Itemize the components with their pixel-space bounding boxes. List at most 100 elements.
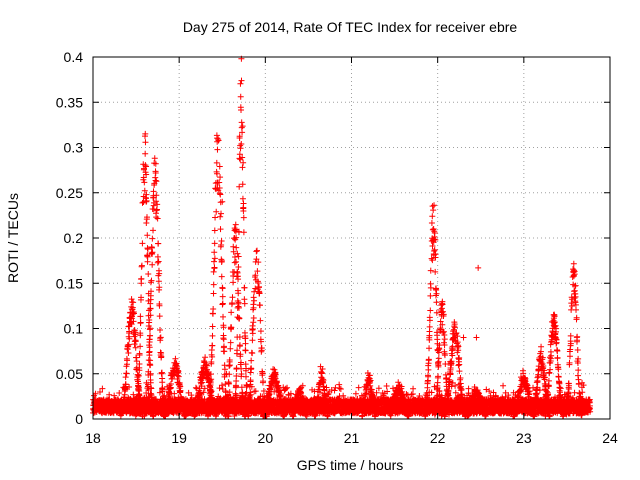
data-point (139, 240, 146, 247)
data-point (235, 290, 242, 297)
data-point (145, 270, 152, 277)
data-point (155, 278, 162, 285)
data-point (352, 390, 359, 397)
data-point (216, 163, 223, 170)
data-point (427, 267, 434, 274)
data-point (248, 365, 255, 372)
data-point (240, 214, 247, 221)
data-point (235, 263, 242, 270)
data-point (219, 285, 226, 292)
data-point (217, 199, 224, 206)
data-point (239, 195, 246, 202)
data-point (218, 257, 225, 264)
data-point (240, 200, 247, 207)
chart-title: Day 275 of 2014, Rate Of TEC Index for r… (183, 19, 518, 35)
data-points (90, 55, 594, 420)
data-point (154, 201, 161, 208)
data-point (237, 145, 244, 152)
data-point (154, 259, 161, 266)
data-point (252, 388, 259, 395)
data-point (238, 141, 245, 148)
data-point (151, 155, 158, 162)
data-point (130, 310, 137, 317)
data-point (123, 370, 130, 377)
data-point (219, 300, 226, 307)
data-point (227, 339, 234, 346)
data-point (155, 240, 162, 247)
data-point (137, 332, 144, 339)
data-point (242, 373, 249, 380)
data-point (155, 258, 162, 265)
data-point (96, 388, 103, 395)
data-point (144, 232, 151, 239)
data-point (134, 372, 141, 379)
data-point (142, 150, 149, 157)
data-point (150, 227, 157, 234)
data-point (235, 276, 242, 283)
data-point (125, 341, 132, 348)
data-point (130, 391, 137, 398)
data-point (154, 253, 161, 260)
data-point (233, 365, 240, 372)
data-point (147, 332, 154, 339)
data-point (137, 319, 144, 326)
data-point (217, 213, 224, 220)
data-point (211, 240, 218, 247)
data-point (242, 340, 249, 347)
data-point (240, 159, 247, 166)
data-point (153, 214, 160, 221)
data-point (209, 342, 216, 349)
data-point (241, 284, 248, 291)
data-point (130, 299, 137, 306)
data-point (318, 368, 325, 375)
data-point (156, 284, 163, 291)
data-point (210, 305, 217, 312)
data-point (355, 384, 362, 391)
data-point (234, 347, 241, 354)
data-point (217, 174, 224, 181)
data-point (240, 229, 247, 236)
data-point (425, 366, 432, 373)
data-point (427, 307, 434, 314)
data-point (228, 309, 235, 316)
data-point (202, 354, 209, 361)
data-point (409, 391, 416, 398)
data-point (209, 323, 216, 330)
data-point (142, 139, 149, 146)
data-point (241, 300, 248, 307)
data-point (147, 361, 154, 368)
data-point (136, 351, 143, 358)
data-point (128, 313, 135, 320)
data-point (237, 80, 244, 87)
data-point (211, 264, 218, 271)
data-point (211, 255, 218, 262)
data-point (214, 146, 221, 153)
data-point (137, 343, 144, 350)
data-point (235, 253, 242, 260)
data-point (248, 357, 255, 364)
data-point (253, 248, 260, 255)
data-point (159, 379, 166, 386)
data-point (132, 344, 139, 351)
data-point (138, 294, 145, 301)
data-point (231, 259, 238, 266)
data-point (125, 350, 132, 357)
data-point (136, 361, 143, 368)
data-point (426, 345, 433, 352)
data-point (211, 258, 218, 265)
data-point (229, 294, 236, 301)
data-point (236, 342, 243, 349)
data-point (232, 221, 239, 228)
data-point (126, 328, 133, 335)
data-point (138, 275, 145, 282)
data-point (92, 390, 99, 397)
data-point (217, 226, 224, 233)
data-point (230, 279, 237, 286)
data-point (237, 93, 244, 100)
data-point (213, 159, 220, 166)
data-point (227, 345, 234, 352)
data-point (126, 335, 133, 342)
data-point (425, 373, 432, 380)
data-point (220, 336, 227, 343)
data-point (154, 215, 161, 222)
